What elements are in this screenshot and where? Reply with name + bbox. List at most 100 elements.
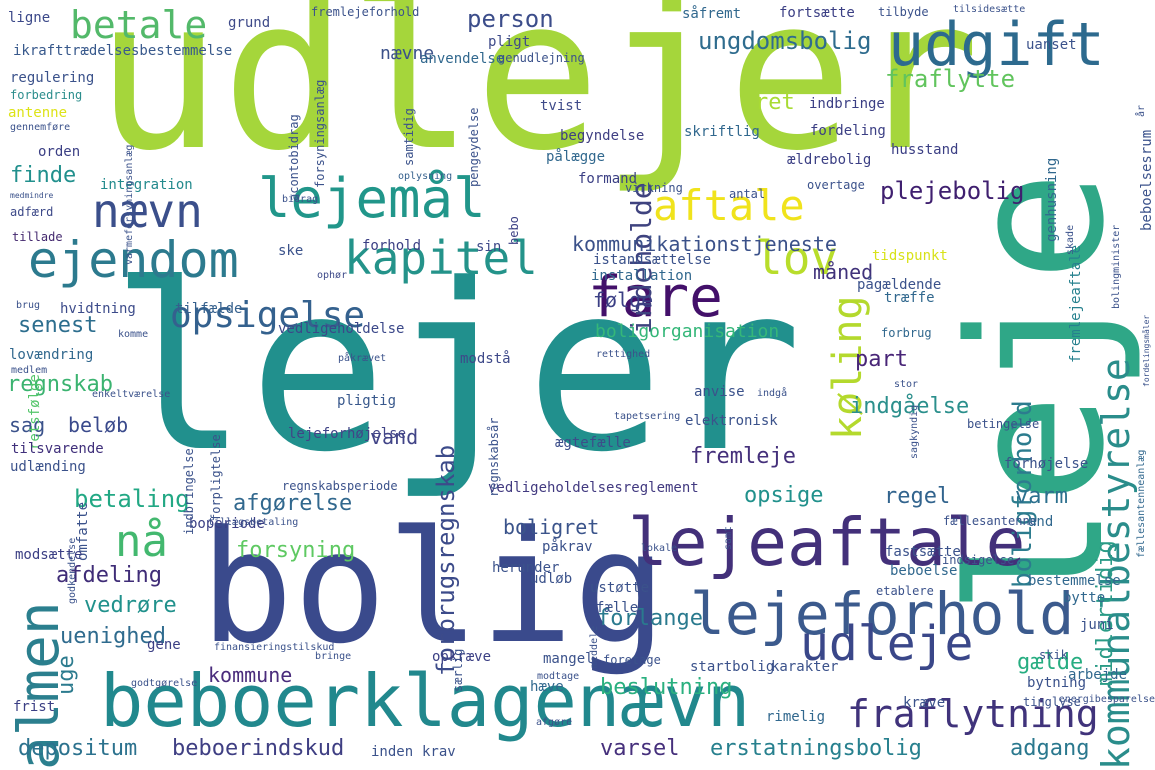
- cloud-word: overtage: [807, 179, 865, 191]
- cloud-word: forsyning: [236, 540, 355, 562]
- cloud-word: ret: [755, 92, 795, 114]
- cloud-word: tillade: [12, 231, 63, 243]
- cloud-word: bytte: [1063, 591, 1105, 605]
- cloud-word: bolingminister: [1112, 225, 1122, 309]
- cloud-word: integration: [100, 178, 193, 192]
- cloud-word: bytning: [1027, 676, 1086, 690]
- cloud-word: depositum: [18, 738, 137, 760]
- cloud-word: and: [1028, 515, 1053, 529]
- cloud-word: regnskabsperiode: [282, 480, 398, 492]
- cloud-word: ægtefælle: [555, 436, 631, 450]
- cloud-word: tidspunkt: [872, 249, 948, 263]
- cloud-word: boligret: [503, 517, 599, 537]
- cloud-word: skriftlig: [684, 125, 760, 139]
- cloud-word: ældrebolig: [787, 153, 871, 167]
- cloud-word: tillægsbetaling: [208, 518, 298, 528]
- cloud-word: træffe: [884, 291, 935, 305]
- cloud-word: kommunikationstjeneste: [572, 234, 837, 254]
- cloud-word: forhøjelse: [1004, 457, 1088, 471]
- cloud-word: fællesantenne: [943, 515, 1037, 527]
- cloud-word: beboelsesrum: [1140, 130, 1154, 231]
- cloud-word: oplysning: [398, 172, 452, 182]
- cloud-word: afgøre: [536, 718, 572, 728]
- cloud-word: erstatningsbolig: [710, 738, 922, 760]
- cloud-word: frist: [13, 700, 55, 714]
- cloud-word: tilsidesætte: [953, 5, 1025, 15]
- cloud-word: antal: [729, 188, 765, 200]
- cloud-word: fælle: [596, 601, 638, 615]
- cloud-word: grund: [228, 16, 270, 30]
- cloud-word: sagkyndig: [910, 405, 920, 459]
- cloud-word: fremlejeaftale: [1069, 245, 1083, 363]
- cloud-word: retsfølge: [28, 374, 42, 450]
- cloud-word: betale: [70, 6, 207, 44]
- cloud-word: tilsvarende: [11, 442, 104, 456]
- cloud-word: genhusning: [1045, 158, 1059, 242]
- cloud-word: fremlejeforhold: [311, 6, 419, 18]
- cloud-word: istandsættelse: [593, 253, 711, 267]
- cloud-word: acontobidrag: [288, 114, 300, 201]
- cloud-word: varsel: [600, 738, 679, 760]
- cloud-word: medlem: [11, 366, 47, 376]
- cloud-word: forbrug: [881, 327, 932, 339]
- cloud-word: år: [1137, 105, 1147, 117]
- cloud-word: forbedring: [10, 89, 82, 101]
- cloud-word: samt: [724, 526, 734, 550]
- cloud-word: etablere: [876, 585, 934, 597]
- cloud-word: bestemmelse: [1028, 574, 1121, 588]
- cloud-word: antenne: [8, 106, 67, 120]
- cloud-word: ikrafttrædelsesbestemmelse: [13, 44, 232, 58]
- cloud-word: midlertidig: [1095, 540, 1117, 686]
- cloud-word: bidrag: [282, 195, 318, 205]
- cloud-word: pligtig: [337, 394, 396, 408]
- cloud-word: varm: [1015, 486, 1068, 508]
- cloud-word: indgå: [757, 389, 787, 399]
- cloud-word: samtidig: [403, 108, 415, 166]
- cloud-word: fordeling: [810, 124, 886, 138]
- cloud-word: senest: [18, 315, 97, 337]
- cloud-word: kommune: [208, 665, 292, 685]
- cloud-word: forbrugsregnskab: [434, 445, 458, 676]
- cloud-word: såfremt: [682, 7, 741, 21]
- cloud-word: tilbyde: [878, 6, 929, 18]
- cloud-word: skade: [1066, 225, 1076, 255]
- cloud-word: fremleje: [690, 446, 796, 468]
- cloud-word: part: [855, 349, 908, 371]
- cloud-word: pengeydelse: [468, 108, 480, 187]
- cloud-word: hvidtning: [60, 302, 136, 316]
- cloud-word: påkrav: [542, 540, 593, 554]
- cloud-word: uge: [56, 655, 78, 695]
- cloud-word: betaling: [74, 487, 190, 511]
- cloud-word: beslutning: [600, 677, 732, 699]
- cloud-word: skik: [1039, 649, 1068, 661]
- cloud-word: gene: [147, 638, 181, 652]
- cloud-word: brug: [16, 301, 40, 311]
- cloud-word: rettighed: [596, 350, 650, 360]
- cloud-word: gennemføre: [10, 123, 70, 133]
- cloud-word: lejeforhøjelse: [288, 427, 406, 441]
- cloud-word: fordelingsmåler: [1143, 315, 1151, 387]
- cloud-word: plejebolig: [880, 179, 1025, 203]
- cloud-word: fortsætte: [779, 6, 855, 20]
- cloud-word: godtgørelse: [131, 679, 197, 689]
- cloud-word: udlænding: [10, 460, 86, 474]
- cloud-word: varmeforsyningsanlæg: [125, 145, 135, 265]
- cloud-word: juni: [1080, 618, 1114, 632]
- cloud-word: ungdomsbolig: [698, 29, 871, 53]
- cloud-word: foretage: [603, 654, 661, 666]
- cloud-word: energibesparelse: [1059, 695, 1155, 705]
- cloud-word: indbringelse: [183, 448, 195, 535]
- cloud-word: tilfælde: [175, 302, 242, 316]
- cloud-word: indsigelse: [942, 554, 1014, 566]
- cloud-word: forsyningsanlæg: [314, 80, 326, 188]
- cloud-word: herunder: [492, 561, 559, 575]
- cloud-word: adgang: [1010, 738, 1089, 760]
- cloud-word: modstå: [460, 352, 511, 366]
- cloud-word: beboerindskud: [172, 738, 344, 760]
- cloud-word: krav: [422, 745, 456, 759]
- cloud-word: følge: [593, 290, 653, 310]
- cloud-word: lovændring: [9, 348, 93, 362]
- cloud-word: boligorganisation: [595, 323, 779, 341]
- cloud-word: inden: [371, 745, 413, 759]
